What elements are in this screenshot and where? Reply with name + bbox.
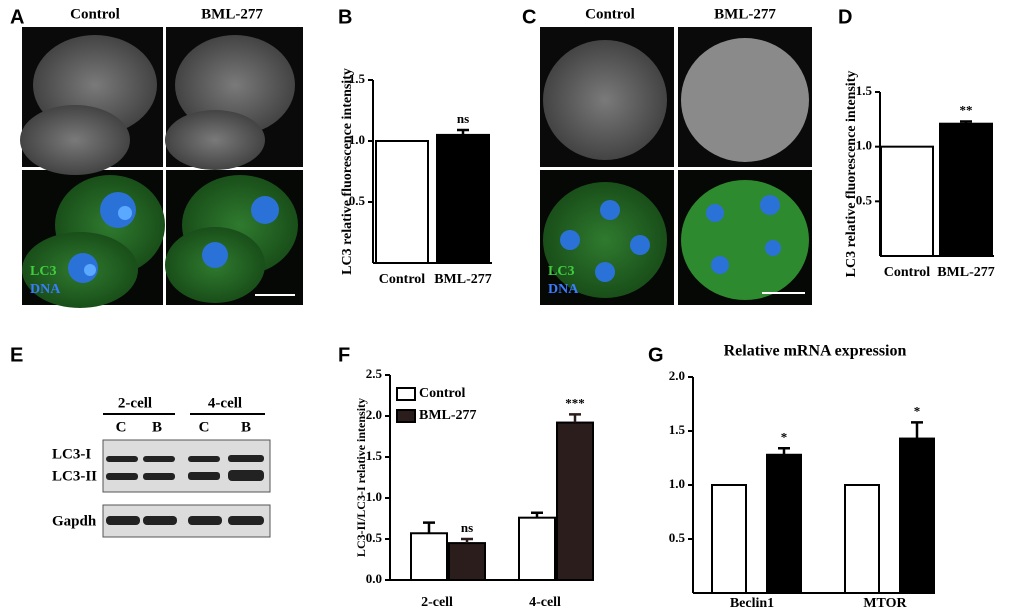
x-tick-label: 4-cell (529, 595, 561, 610)
y-tick-label: 0.5 (366, 530, 383, 545)
bar (899, 437, 935, 594)
legend-swatch (396, 387, 416, 401)
y-tick-label: 2.0 (366, 407, 382, 422)
bar (448, 542, 486, 581)
chart-title: Relative mRNA expression (724, 343, 907, 360)
lane-label: C (116, 419, 127, 435)
panel-letter: D (838, 6, 852, 28)
significance-label: * (781, 429, 788, 444)
y-axis-label: LC3 relative fluorescence intensity (844, 71, 859, 278)
bar (880, 145, 934, 258)
bar (436, 133, 490, 264)
panel-letter: F (338, 344, 350, 366)
y-tick-label: 1.0 (669, 476, 685, 491)
bar (711, 484, 747, 594)
y-tick-label: 1.5 (669, 422, 686, 437)
bar (939, 122, 993, 257)
significance-label: ns (461, 520, 473, 535)
significance-label: *** (565, 395, 585, 410)
stain-label: LC3 (548, 264, 574, 279)
x-tick-label: BML-277 (937, 265, 995, 280)
column-label: BML-277 (714, 6, 776, 22)
y-tick-label: 1.0 (856, 138, 872, 153)
y-axis-label: LC3-II/LC3-I relative intensity (354, 398, 368, 557)
error-bar (531, 511, 543, 518)
y-tick-label: 0.5 (856, 192, 873, 207)
band-label: LC3-I (52, 446, 91, 462)
y-tick-label: 2.0 (669, 368, 685, 383)
group-label: 4-cell (208, 395, 242, 411)
panel-letter: A (10, 6, 24, 28)
micrograph-a (20, 27, 303, 308)
bar (766, 453, 802, 595)
y-tick-label: 0.5 (349, 193, 366, 208)
error-bar (423, 521, 435, 534)
x-tick-label: 2-cell (421, 595, 453, 610)
y-tick-label: 1.5 (349, 71, 366, 86)
bar (844, 484, 880, 594)
lane-label: C (199, 419, 210, 435)
bar (410, 532, 448, 582)
lane-label: B (152, 419, 162, 435)
bar (375, 140, 429, 264)
micrograph-c (540, 27, 812, 305)
error-bar (911, 421, 923, 439)
bar (518, 516, 556, 581)
band-label: Gapdh (52, 513, 97, 529)
band-label: LC3-II (52, 468, 97, 484)
x-tick-label: MTOR (863, 596, 907, 611)
legend-swatch (396, 409, 416, 423)
significance-label: * (914, 403, 921, 418)
panel-letter: C (522, 6, 536, 28)
y-tick-label: 1.0 (349, 132, 365, 147)
column-label: BML-277 (201, 6, 263, 22)
error-bar (960, 120, 972, 124)
stain-label: LC3 (30, 264, 56, 279)
panel-letter: B (338, 6, 352, 28)
legend-label: BML-277 (419, 408, 477, 423)
error-bar (457, 128, 469, 135)
y-tick-label: 1.0 (366, 489, 382, 504)
y-tick-label: 0.0 (366, 571, 382, 586)
y-tick-label: 1.5 (366, 448, 383, 463)
x-tick-label: BML-277 (434, 272, 492, 287)
error-bar (778, 447, 790, 455)
legend-label: Control (419, 386, 466, 401)
significance-label: ** (960, 103, 973, 118)
column-label: Control (70, 6, 120, 22)
lane-label: B (241, 419, 251, 435)
column-label: Control (585, 6, 635, 22)
error-bar (569, 413, 581, 423)
blot (102, 439, 271, 538)
bar (556, 421, 594, 581)
y-tick-label: 0.5 (669, 530, 686, 545)
stain-label: DNA (30, 282, 61, 297)
group-label: 2-cell (118, 395, 152, 411)
y-tick-label: 1.5 (856, 83, 873, 98)
x-tick-label: Control (884, 265, 931, 280)
error-bar (461, 537, 473, 544)
significance-label: ns (457, 111, 469, 126)
y-axis-label: LC3 relative fluorescence intensity (340, 68, 355, 275)
panel-letter: G (648, 344, 664, 366)
stain-label: DNA (548, 282, 579, 297)
x-tick-label: Beclin1 (730, 596, 774, 611)
y-tick-label: 2.5 (366, 366, 383, 381)
x-tick-label: Control (379, 272, 426, 287)
panel-letter: E (10, 344, 23, 366)
